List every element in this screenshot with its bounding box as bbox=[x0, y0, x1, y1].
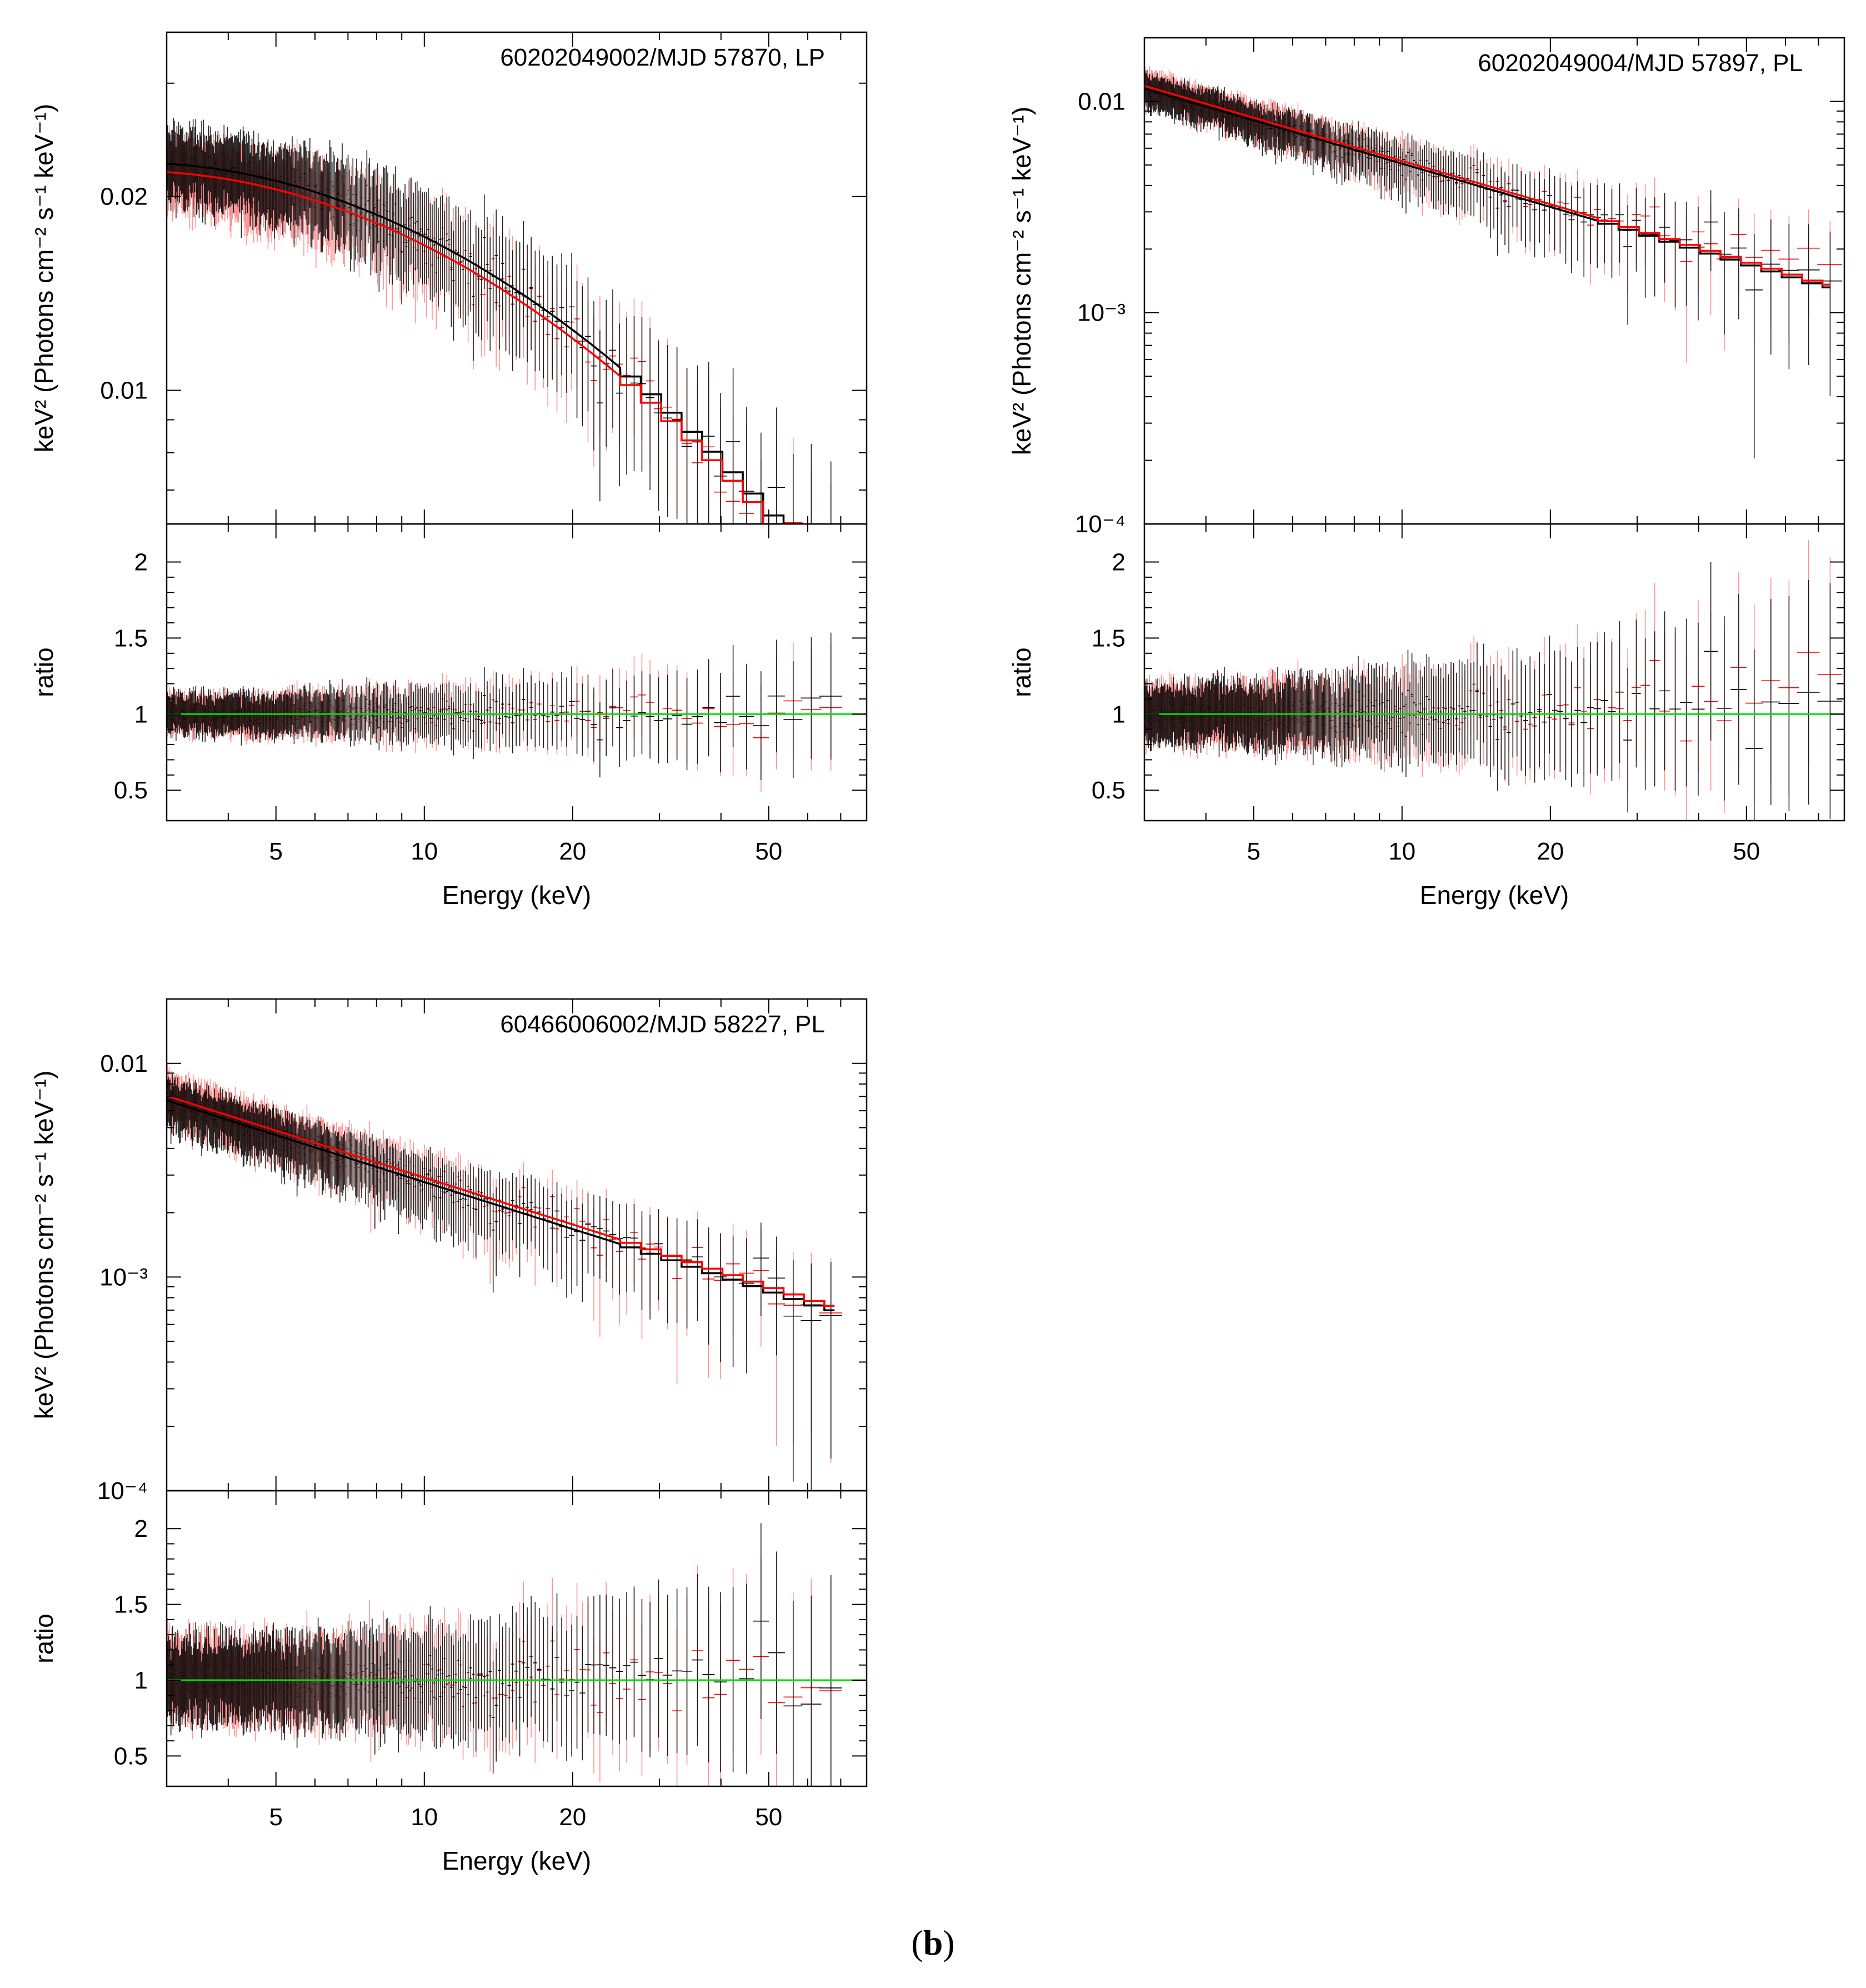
spectrum-frame bbox=[166, 31, 868, 525]
fpma-model-line bbox=[167, 162, 785, 524]
ratio-plot-area bbox=[167, 632, 867, 792]
y-tick-label: 0.01 bbox=[100, 377, 148, 404]
y-axis-title: keV² (Photons cm⁻² s⁻¹ keV⁻¹) bbox=[29, 104, 58, 453]
ratio-plot-area bbox=[1144, 540, 1844, 821]
panel-1: 5 10 20 50 Energy (keV) 0.01 0.02 keV² (Photons… bbox=[29, 31, 868, 910]
spectrum-plot-area bbox=[167, 118, 832, 524]
spectrum-plot-area bbox=[1144, 66, 1843, 459]
ratio-frame bbox=[166, 523, 868, 822]
ratio-tick-label: 0.5 bbox=[114, 777, 148, 804]
ratio-tick-label: 1.5 bbox=[114, 625, 148, 652]
ratio-tick-label: 1 bbox=[134, 701, 148, 728]
x-tick-label: 5 bbox=[269, 838, 283, 865]
x-tick-label: 50 bbox=[755, 838, 782, 865]
fpmb-model-line bbox=[1144, 84, 1830, 286]
y-tick-label: 0.02 bbox=[100, 183, 148, 211]
x-tick-label: 10 bbox=[411, 838, 438, 865]
observation-label: 60202049002/MJD 57870, LP bbox=[500, 44, 825, 71]
x-axis-title: Energy (keV) bbox=[442, 881, 591, 910]
fpmb-model-line bbox=[167, 171, 785, 524]
x-tick-label: 20 bbox=[559, 838, 586, 865]
fpma-model-line bbox=[1144, 87, 1830, 289]
ratio-tick-label: 2 bbox=[134, 548, 148, 576]
ratio-axis-title: ratio bbox=[29, 647, 58, 697]
